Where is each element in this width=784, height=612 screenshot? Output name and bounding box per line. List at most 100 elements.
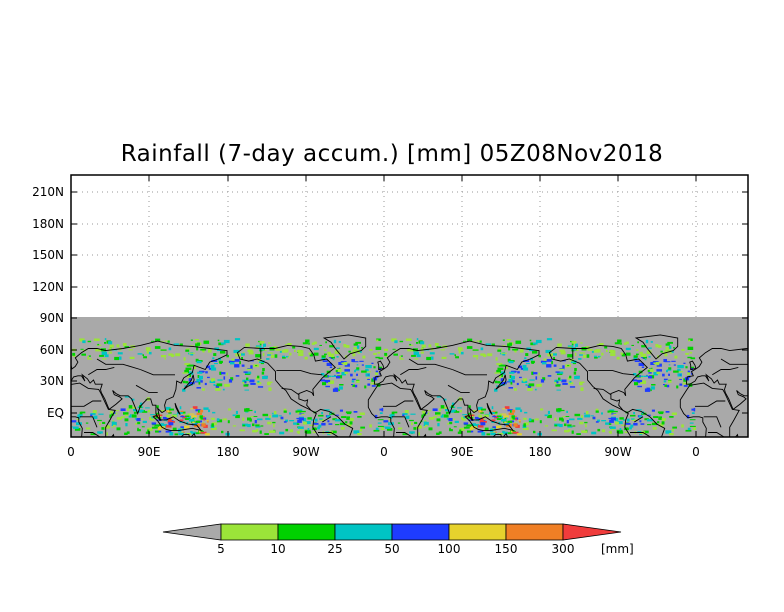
rain-cell: [381, 407, 384, 412]
rain-cell: [355, 348, 358, 350]
rain-cell: [524, 422, 529, 426]
x-tick-label: 0: [380, 445, 388, 459]
rain-cell: [321, 373, 325, 376]
rain-cell: [98, 413, 104, 415]
rain-cell: [638, 362, 645, 366]
rain-cell: [500, 352, 507, 354]
rain-cell: [515, 340, 522, 344]
rain-cell: [609, 419, 614, 423]
rain-cell: [644, 418, 649, 421]
rain-cell: [92, 410, 97, 414]
rain-cell: [448, 418, 453, 422]
rain-cell: [360, 426, 365, 429]
rain-cell: [640, 423, 645, 425]
rain-cell: [574, 376, 580, 380]
rain-cell: [145, 347, 151, 351]
rain-cell: [80, 411, 86, 414]
rain-cell: [648, 371, 652, 374]
rain-cell: [507, 432, 512, 435]
rain-cell: [109, 414, 112, 418]
rain-cell: [114, 356, 119, 361]
rain-cell: [329, 411, 332, 415]
rain-cell: [305, 421, 311, 425]
rain-cell: [494, 431, 497, 433]
rain-cell: [213, 353, 217, 356]
rain-cell: [479, 420, 484, 424]
rain-cell: [254, 410, 256, 413]
rain-cell: [234, 338, 241, 341]
rain-cell: [436, 418, 441, 422]
coastline-indonesia: [464, 415, 515, 432]
rain-cell: [518, 420, 521, 422]
rain-cell: [364, 385, 367, 389]
country-border: [396, 432, 413, 437]
rain-cell: [566, 410, 568, 413]
rain-cell: [198, 381, 201, 385]
rain-cell: [669, 350, 674, 353]
rain-cell: [497, 433, 504, 435]
rain-cell: [379, 412, 383, 414]
rain-cell: [274, 411, 277, 415]
rain-cell: [190, 408, 194, 410]
rain-cell: [616, 356, 620, 360]
rain-cell: [164, 340, 168, 342]
rain-cell: [655, 344, 659, 348]
rain-cell: [573, 371, 577, 375]
rain-cell: [344, 363, 350, 367]
rain-cell: [567, 426, 573, 428]
rain-cell: [171, 414, 177, 418]
rain-cell: [139, 402, 143, 406]
rain-cell: [687, 372, 690, 375]
rain-cell: [679, 378, 682, 380]
rain-cell: [279, 431, 285, 435]
rain-cell: [547, 414, 552, 419]
rain-cell: [329, 366, 333, 368]
rain-cell: [534, 418, 539, 421]
rain-cell: [423, 424, 426, 426]
rain-cell: [576, 433, 581, 435]
rain-cell: [494, 380, 498, 384]
rain-cell: [166, 414, 171, 418]
rain-cell: [142, 420, 147, 423]
y-tick-label: 90N: [40, 311, 64, 325]
rain-cell: [667, 341, 673, 344]
rain-cell: [307, 428, 310, 431]
rain-cell: [624, 431, 628, 434]
rain-cell: [601, 420, 607, 422]
rain-cell: [462, 414, 468, 416]
country-border: [135, 384, 158, 394]
rain-cell: [559, 424, 563, 428]
rain-cell: [681, 349, 685, 351]
coastline-madagascar: [110, 433, 115, 437]
rain-cell: [139, 418, 144, 420]
rain-cell: [579, 352, 586, 354]
rain-cell: [664, 350, 667, 352]
rain-cell: [501, 413, 507, 415]
rain-cell: [156, 412, 160, 415]
rain-cell: [255, 426, 261, 428]
rain-cell: [685, 429, 692, 432]
rain-cell: [293, 422, 298, 425]
rain-cell: [474, 416, 480, 419]
rain-cell: [574, 413, 581, 417]
rain-cell: [285, 419, 288, 422]
rain-cell: [340, 361, 347, 364]
rain-cell: [113, 411, 116, 414]
rain-cell: [480, 417, 484, 421]
rain-cell: [352, 361, 359, 363]
legend-label: 100: [438, 542, 461, 556]
x-tick-label: 180: [529, 445, 552, 459]
rain-cell: [665, 411, 670, 413]
rain-cell: [445, 411, 449, 414]
rain-cell: [262, 368, 265, 372]
rain-cell: [459, 410, 462, 413]
rain-cell: [211, 367, 217, 371]
rain-cell: [325, 385, 330, 388]
rain-cell: [601, 412, 603, 415]
rain-cell: [352, 384, 355, 387]
rain-cell: [553, 357, 555, 360]
rain-cell: [248, 351, 254, 355]
rain-cell: [619, 428, 622, 431]
rain-cell: [158, 430, 162, 433]
